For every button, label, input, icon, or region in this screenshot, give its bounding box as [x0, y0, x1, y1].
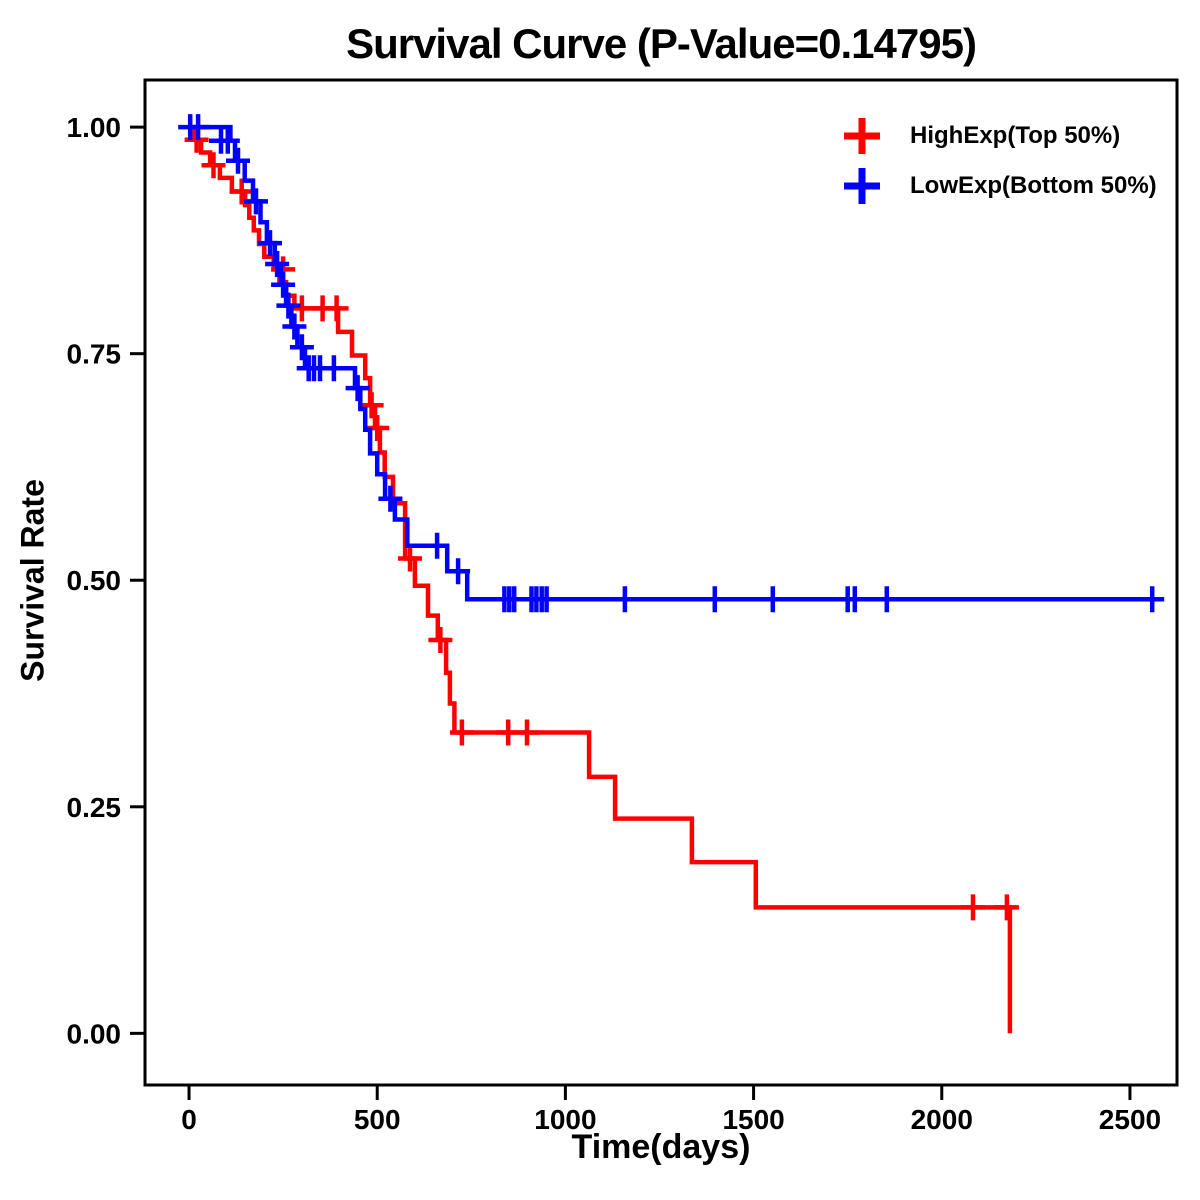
survival-step-curve-0 — [189, 124, 1013, 1034]
legend-label-lowexp: LowExp(Bottom 50%) — [910, 172, 1157, 199]
censor-marks-1 — [178, 114, 1165, 613]
legend-item-lowexp: LowExp(Bottom 50%) — [840, 164, 1157, 208]
legend-label-highexp: HighExp(Top 50%) — [910, 122, 1121, 149]
censor-marks-0 — [184, 126, 1019, 921]
plot-border — [143, 78, 1179, 1087]
y-tick-label: 0.25 — [67, 792, 122, 823]
y-tick-label: 0.50 — [67, 565, 122, 596]
y-tick-label: 1.00 — [67, 112, 122, 143]
censor-plus-icon-red — [844, 118, 880, 154]
censor-plus-icon-blue — [844, 168, 880, 204]
x-tick-label: 2500 — [1099, 1104, 1161, 1135]
legend: HighExp(Top 50%) LowExp(Bottom 50%) — [840, 114, 1157, 208]
x-axis-label: Time(days) — [571, 1128, 751, 1166]
y-tick-label: 0.00 — [67, 1018, 122, 1049]
y-tick-label: 0.75 — [67, 339, 122, 370]
chart-title: Survival Curve (P-Value=0.14795) — [346, 20, 977, 67]
x-tick-label: 1500 — [722, 1104, 784, 1135]
x-tick-label: 500 — [354, 1104, 401, 1135]
x-tick-label: 0 — [181, 1104, 197, 1135]
legend-item-highexp: HighExp(Top 50%) — [840, 114, 1157, 158]
x-tick-label: 2000 — [911, 1104, 973, 1135]
x-tick-label: 1000 — [534, 1104, 596, 1135]
